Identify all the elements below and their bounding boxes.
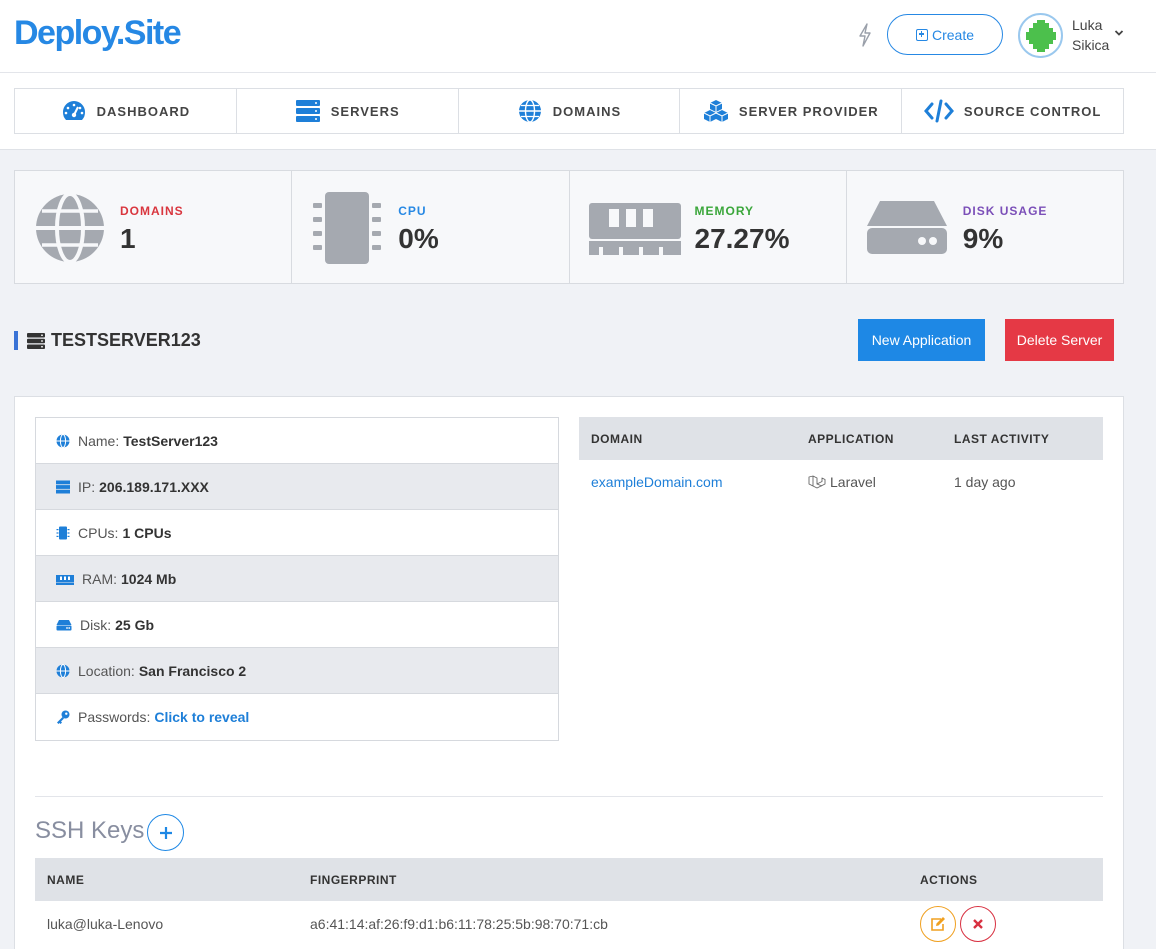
plus-icon bbox=[159, 826, 172, 839]
nav-item-servers[interactable]: SERVERS bbox=[237, 89, 459, 133]
disk-icon bbox=[866, 201, 947, 254]
table-row: luka@luka-Lenovo a6:41:14:af:26:f9:d1:b6… bbox=[35, 901, 1103, 947]
stat-memory: MEMORY 27.27% bbox=[570, 171, 847, 283]
info-row-disk: Disk: 25 Gb bbox=[36, 602, 558, 648]
logo[interactable]: Deploy.Site bbox=[14, 14, 182, 52]
plus-square-icon bbox=[915, 28, 928, 41]
stat-label: DOMAINS bbox=[120, 204, 184, 218]
stat-label: DISK USAGE bbox=[962, 204, 1048, 218]
avatar-identicon bbox=[1022, 17, 1059, 54]
nav-item-domains[interactable]: DOMAINS bbox=[459, 89, 681, 133]
cpu-icon bbox=[313, 192, 382, 264]
info-row-cpus: CPUs: 1 CPUs bbox=[36, 510, 558, 556]
table-header: DOMAIN APPLICATION LAST ACTIVITY bbox=[579, 417, 1103, 460]
server-title: TESTSERVER123 bbox=[27, 330, 201, 351]
globe-icon bbox=[36, 192, 104, 264]
stat-value: 9% bbox=[962, 223, 1004, 254]
stat-domains: DOMAINS 1 bbox=[15, 171, 293, 283]
info-row-passwords: Passwords: Click to reveal bbox=[36, 694, 558, 740]
chevron-down-icon[interactable] bbox=[1114, 29, 1124, 37]
stat-value: 27.27% bbox=[694, 223, 790, 254]
divider bbox=[35, 796, 1103, 797]
stats-panel: DOMAINS 1 CPU 0% MEMORY 27.27% bbox=[14, 170, 1124, 284]
info-row-location: Location: San Francisco 2 bbox=[36, 648, 558, 694]
new-application-button[interactable]: New Application bbox=[858, 319, 985, 361]
nav-wrapper: DASHBOARD SERVERS DOMAINS bbox=[0, 73, 1156, 150]
top-bar: Deploy.Site Create Luka Sikica bbox=[0, 0, 1156, 73]
edit-ssh-key-button[interactable] bbox=[920, 906, 956, 942]
delete-ssh-key-button[interactable] bbox=[960, 906, 996, 942]
ssh-keys-title: SSH Keys bbox=[35, 817, 145, 844]
key-icon bbox=[57, 710, 70, 724]
create-button[interactable]: Create bbox=[887, 14, 1003, 55]
stat-value: 0% bbox=[398, 223, 439, 254]
domains-table: DOMAIN APPLICATION LAST ACTIVITY example… bbox=[579, 417, 1103, 503]
laravel-icon bbox=[808, 475, 826, 488]
nav-item-source-control[interactable]: SOURCE CONTROL bbox=[902, 89, 1123, 133]
reveal-passwords-link[interactable]: Click to reveal bbox=[154, 709, 250, 725]
info-row-ip: IP: 206.189.171.XXX bbox=[36, 464, 558, 510]
ssh-keys-table: NAME FINGERPRINT ACTIONS luka@luka-Lenov… bbox=[35, 858, 1103, 947]
server-details-card: Name: TestServer123 IP: 206.189.171.XXX CP… bbox=[14, 396, 1124, 949]
user-name[interactable]: Luka Sikica bbox=[1072, 17, 1110, 53]
info-row-ram: RAM: 1024 Mb bbox=[36, 556, 558, 602]
avatar[interactable] bbox=[1018, 13, 1063, 58]
dashboard-icon bbox=[62, 101, 85, 120]
nav-item-dashboard[interactable]: DASHBOARD bbox=[15, 89, 237, 133]
table-row: exampleDomain.com Laravel 1 day ago bbox=[591, 473, 1016, 490]
domain-link[interactable]: exampleDomain.com bbox=[591, 473, 723, 490]
stat-label: CPU bbox=[398, 204, 427, 218]
disk-icon bbox=[56, 619, 72, 630]
server-name: TESTSERVER123 bbox=[51, 330, 201, 350]
memory-icon bbox=[56, 574, 74, 585]
globe-icon bbox=[56, 433, 70, 448]
bolt-icon[interactable] bbox=[856, 22, 874, 48]
server-icon bbox=[56, 480, 70, 493]
delete-server-button[interactable]: Delete Server bbox=[1005, 319, 1114, 361]
globe-icon bbox=[56, 663, 70, 678]
memory-icon bbox=[588, 203, 681, 257]
server-info-list: Name: TestServer123 IP: 206.189.171.XXX CP… bbox=[35, 417, 559, 741]
cubes-icon bbox=[703, 100, 729, 122]
code-icon bbox=[923, 99, 954, 123]
globe-icon bbox=[518, 99, 541, 123]
table-header: NAME FINGERPRINT ACTIONS bbox=[35, 858, 1103, 901]
servers-icon bbox=[295, 100, 320, 122]
add-ssh-key-button[interactable] bbox=[147, 814, 184, 851]
close-icon bbox=[973, 919, 983, 929]
stat-value: 1 bbox=[120, 223, 136, 254]
server-icon bbox=[27, 332, 45, 349]
stat-disk: DISK USAGE 9% bbox=[847, 171, 1123, 283]
stat-label: MEMORY bbox=[694, 204, 755, 218]
info-row-name: Name: TestServer123 bbox=[36, 418, 558, 464]
nav-item-server-provider[interactable]: SERVER PROVIDER bbox=[680, 89, 903, 133]
cpu-icon bbox=[56, 526, 70, 539]
stat-cpu: CPU 0% bbox=[292, 171, 570, 283]
accent-bar bbox=[14, 331, 18, 350]
main-nav: DASHBOARD SERVERS DOMAINS bbox=[14, 88, 1124, 134]
edit-icon bbox=[931, 917, 945, 931]
